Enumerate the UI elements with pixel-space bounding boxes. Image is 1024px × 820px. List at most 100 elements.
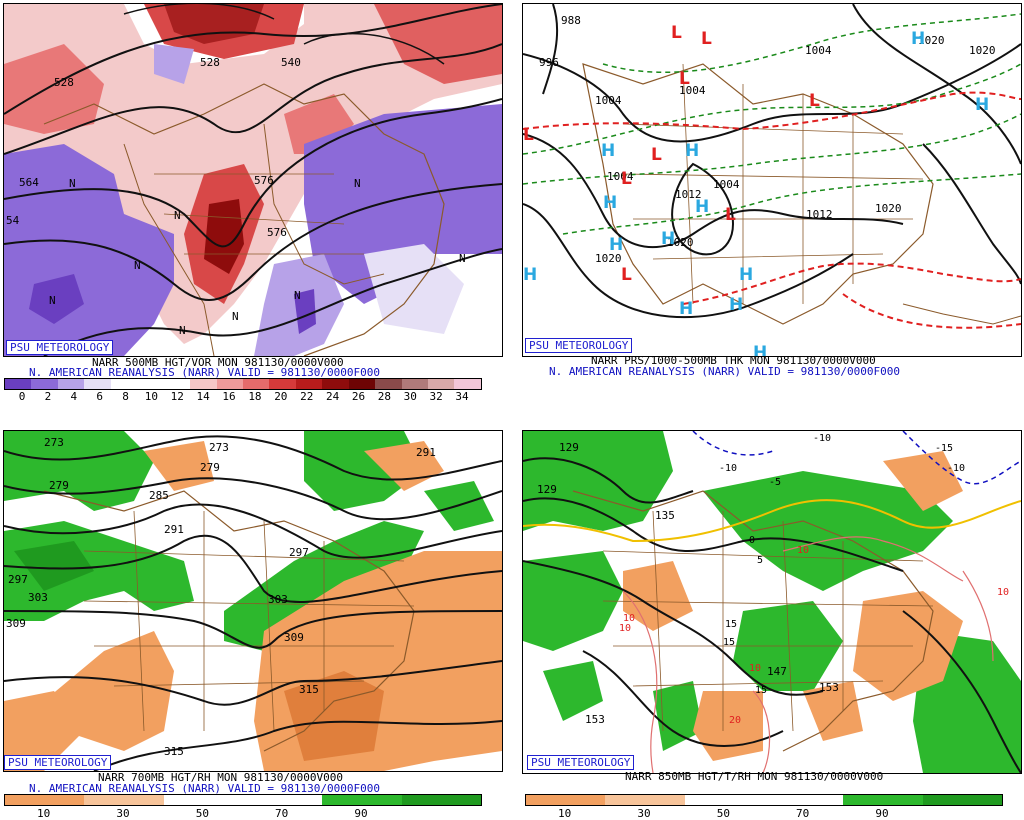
rh-colorbar <box>4 794 482 806</box>
vort-min-mark: N <box>179 324 186 337</box>
temp-label: -10 <box>947 463 965 474</box>
high-pressure-marker: H <box>753 343 767 356</box>
panel-subtitle: N. AMERICAN REANALYSIS (NARR) VALID = 98… <box>29 366 380 379</box>
vort-min-mark: N <box>459 252 466 265</box>
temp-label: 10 <box>749 663 761 674</box>
colorbar-swatch <box>242 379 270 389</box>
temp-label: 5 <box>757 555 763 566</box>
height-label: 315 <box>299 683 319 696</box>
colorbar-tick-label: 22 <box>300 390 314 403</box>
vort-min-mark: N <box>134 259 141 272</box>
vort-min-mark: N <box>294 289 301 302</box>
colorbar-tick-label: 18 <box>248 390 262 403</box>
high-pressure-marker: H <box>679 299 693 319</box>
height-label: 309 <box>6 617 26 630</box>
temp-label: -15 <box>935 443 953 454</box>
colorbar-tick-label: 50 <box>716 807 730 820</box>
colorbar-swatch <box>31 379 58 389</box>
height-label: 291 <box>416 446 436 459</box>
colorbar-tick-label: 32 <box>429 390 443 403</box>
panel-title: NARR 500MB HGT/VOR MON 981130/0000V000 <box>92 356 344 369</box>
rh-colorbar-labels: 10 30 50 70 90 <box>525 807 1001 820</box>
panel-pressure-thickness: 988 996 1004 1004 1004 1004 1012 1012 10… <box>519 0 1024 405</box>
height-label: 153 <box>819 681 839 694</box>
low-pressure-marker: L <box>651 145 662 165</box>
height-label: 303 <box>268 593 288 606</box>
low-pressure-marker: L <box>621 169 632 189</box>
height-label: 135 <box>655 509 675 522</box>
colorbar-swatch <box>269 379 296 389</box>
temp-label: 10 <box>997 587 1009 598</box>
high-pressure-marker: H <box>603 193 617 213</box>
source-badge: PSU METEOROLOGY <box>4 755 112 770</box>
low-pressure-marker: L <box>725 205 736 225</box>
rh-colorbar <box>525 794 1003 806</box>
temp-label: 20 <box>729 715 741 726</box>
colorbar-tick-label: 10 <box>144 390 159 403</box>
temp-label: -5 <box>769 477 781 488</box>
vort-min-mark: N <box>69 177 76 190</box>
colorbar-tick-label: 16 <box>222 390 236 403</box>
isobar-label: 1004 <box>679 84 706 97</box>
colorbar-tick-label: 50 <box>195 807 209 820</box>
colorbar-swatch <box>428 379 455 389</box>
temp-label: 10 <box>623 613 635 624</box>
panel-500mb-vorticity: 528 528 540 564 576 576 54 N N N N N N N… <box>0 0 505 405</box>
colorbar-tick-label: 12 <box>170 390 184 403</box>
height-label: 303 <box>28 591 48 604</box>
isobar-label: 1004 <box>805 44 832 57</box>
height-label: 297 <box>8 573 28 586</box>
temp-label: 10 <box>619 623 631 634</box>
isobar-label: 1020 <box>595 252 622 265</box>
high-pressure-marker: H <box>609 235 623 255</box>
vort-min-mark: N <box>232 310 239 323</box>
panel-title: NARR PRS/1000-500MB THK MON 981130/0000V… <box>591 354 876 367</box>
isobar-label: 1012 <box>675 188 702 201</box>
colorbar-tick-label: 14 <box>196 390 210 403</box>
height-label: 297 <box>289 546 309 559</box>
colorbar-tick-label: 30 <box>116 807 130 820</box>
map-pressure-thickness[interactable]: 988 996 1004 1004 1004 1004 1012 1012 10… <box>522 3 1022 357</box>
low-pressure-marker: L <box>809 91 820 111</box>
colorbar-tick-label: 20 <box>274 390 288 403</box>
colorbar-tick-label: 2 <box>44 390 52 403</box>
high-pressure-marker: H <box>975 95 989 115</box>
low-pressure-marker: L <box>523 125 534 145</box>
isobar-label: 996 <box>539 56 559 69</box>
height-label: 285 <box>149 489 169 502</box>
panel-title: NARR 700MB HGT/RH MON 981130/0000V000 <box>98 771 344 784</box>
colorbar-tick-label: 24 <box>325 390 340 403</box>
colorbar-tick-label: 30 <box>403 390 417 403</box>
colorbar-swatch <box>190 379 217 389</box>
colorbar-tick-label: 70 <box>796 807 810 820</box>
map-850mb-temp-rh[interactable]: 129 129 135 147 153 153 -10 -10 -15 -10 … <box>522 430 1022 774</box>
colorbar-tick-label: 28 <box>377 390 391 403</box>
isobar-label: 1020 <box>667 236 694 249</box>
colorbar-tick-label: 90 <box>875 807 889 820</box>
colorbar-swatch <box>295 379 323 389</box>
colorbar-swatch <box>216 379 243 389</box>
height-label: 153 <box>585 713 605 726</box>
temp-label: 0 <box>749 535 755 546</box>
high-pressure-marker: H <box>695 197 709 217</box>
panel-subtitle: N. AMERICAN REANALYSIS (NARR) VALID = 98… <box>29 782 380 795</box>
colorbar-tick-label: 90 <box>354 807 368 820</box>
low-pressure-marker: L <box>671 23 682 43</box>
colorbar-swatch <box>5 379 32 389</box>
map-700mb-rh[interactable]: 273 273 279 279 285 291 291 297 297 303 … <box>3 430 503 772</box>
vorticity-colorbar <box>4 378 482 390</box>
high-pressure-marker: H <box>911 29 925 49</box>
height-label: 315 <box>164 745 184 758</box>
contour-label: 576 <box>254 174 274 187</box>
high-pressure-marker: H <box>729 295 743 315</box>
height-label: 129 <box>559 441 579 454</box>
colorbar-tick-label: 6 <box>96 390 103 403</box>
colorbar-tick-label: 26 <box>351 390 366 403</box>
temp-label: 10 <box>797 545 809 556</box>
source-badge: PSU METEOROLOGY <box>527 755 635 770</box>
map-500mb-vorticity[interactable]: 528 528 540 564 576 576 54 N N N N N N N… <box>3 3 503 357</box>
temp-label: 15 <box>723 637 735 648</box>
height-label: 273 <box>209 441 229 454</box>
high-pressure-marker: H <box>601 141 615 161</box>
temp-label: -10 <box>719 463 737 474</box>
